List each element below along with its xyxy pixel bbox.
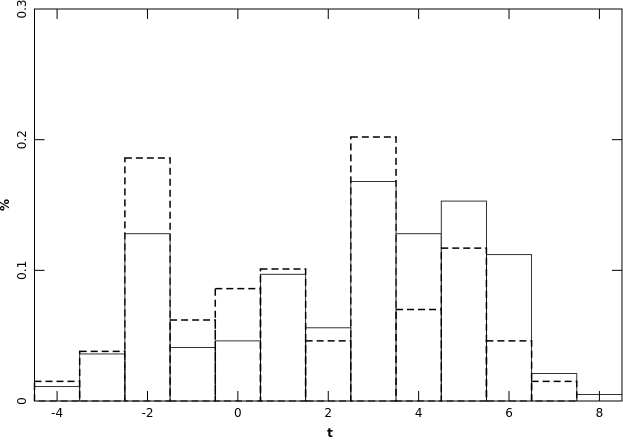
x-tick-label: -4 bbox=[51, 406, 63, 420]
bar bbox=[124, 233, 171, 402]
bar bbox=[531, 373, 578, 402]
x-axis-label: t bbox=[327, 426, 333, 440]
bar bbox=[79, 353, 126, 402]
x-tick-label: 8 bbox=[596, 406, 604, 420]
y-axis-label: % bbox=[0, 199, 12, 211]
bar bbox=[350, 136, 397, 402]
bar bbox=[124, 157, 171, 402]
x-tick-label: 2 bbox=[324, 406, 332, 420]
bar bbox=[169, 319, 217, 402]
y-tick-label: 0 bbox=[15, 397, 29, 405]
y-tick-label: 0.1 bbox=[15, 261, 29, 280]
bar bbox=[259, 268, 307, 402]
bar bbox=[305, 327, 352, 402]
bar bbox=[350, 181, 397, 402]
plot-frame bbox=[34, 8, 623, 402]
bar bbox=[440, 200, 487, 402]
x-tick-label: 0 bbox=[234, 406, 242, 420]
x-tick-label: -2 bbox=[141, 406, 153, 420]
y-tick-label: 0.3 bbox=[15, 0, 29, 19]
bar bbox=[486, 254, 533, 402]
bar bbox=[395, 233, 442, 402]
bar bbox=[260, 273, 307, 402]
bar bbox=[214, 287, 262, 402]
bar bbox=[78, 350, 126, 402]
bar bbox=[530, 380, 578, 402]
bar bbox=[440, 247, 488, 402]
x-tick-label: 4 bbox=[415, 406, 423, 420]
bar bbox=[33, 380, 81, 402]
bar bbox=[395, 308, 442, 402]
bar bbox=[169, 347, 216, 402]
x-tick-label: 6 bbox=[505, 406, 513, 420]
y-tick-label: 0.2 bbox=[15, 130, 29, 149]
